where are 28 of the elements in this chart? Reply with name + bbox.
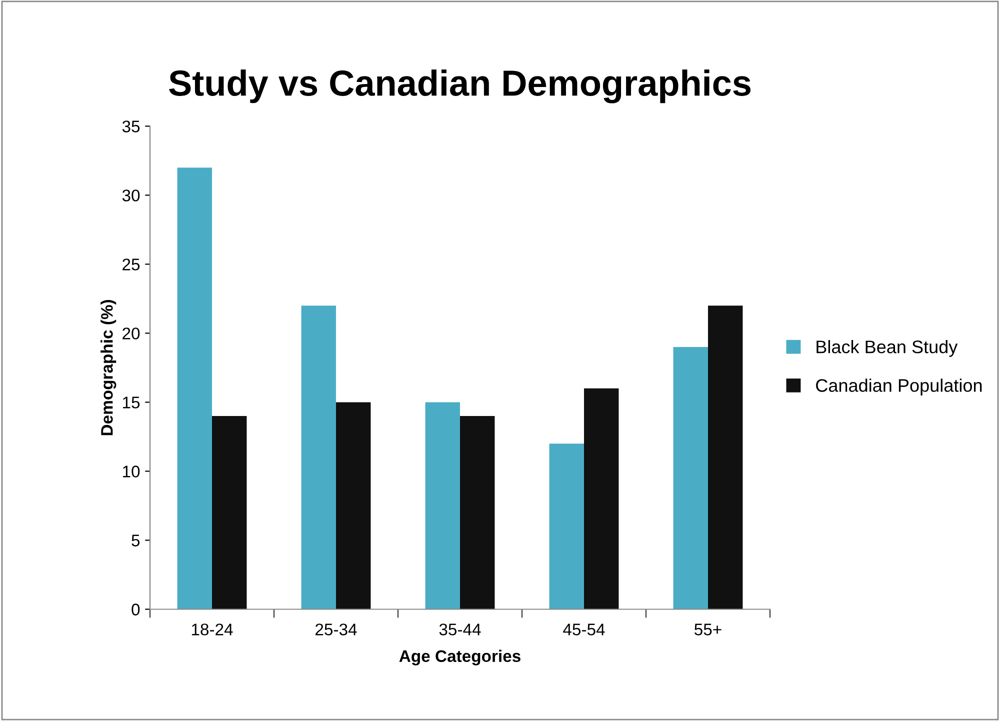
bar: [584, 388, 619, 610]
y-tick-label: 35: [122, 120, 140, 132]
y-tick-label: 30: [122, 190, 140, 202]
y-tick-label: 25: [122, 258, 140, 270]
y-axis-title: Demographic (%): [100, 300, 116, 436]
bar: [708, 306, 743, 610]
legend-label: Canadian Population: [816, 378, 982, 396]
x-axis-title: Age Categories: [399, 650, 520, 666]
y-tick-label: 0: [132, 604, 140, 616]
y-tick-label: 15: [123, 396, 140, 408]
x-tick-label: 18-24: [192, 624, 233, 636]
chart-title: Study vs Canadian Demographics: [169, 69, 751, 104]
bar: [177, 168, 212, 610]
x-tick-label: 35-44: [439, 624, 481, 636]
bar: [212, 416, 247, 610]
bar: [425, 402, 460, 610]
legend-label: Black Bean Study: [816, 340, 958, 357]
y-tick-label: 20: [122, 328, 140, 340]
x-tick-label: 45-54: [563, 624, 605, 636]
bar: [336, 402, 371, 610]
y-tick-label: 5: [132, 534, 140, 546]
x-tick-label: 55+: [694, 624, 722, 636]
y-tick-label: 10: [123, 466, 140, 478]
bar: [549, 444, 584, 610]
bar: [460, 416, 495, 610]
x-tick-label: 25-34: [316, 624, 357, 636]
bar: [301, 306, 336, 610]
bar: [673, 347, 708, 610]
